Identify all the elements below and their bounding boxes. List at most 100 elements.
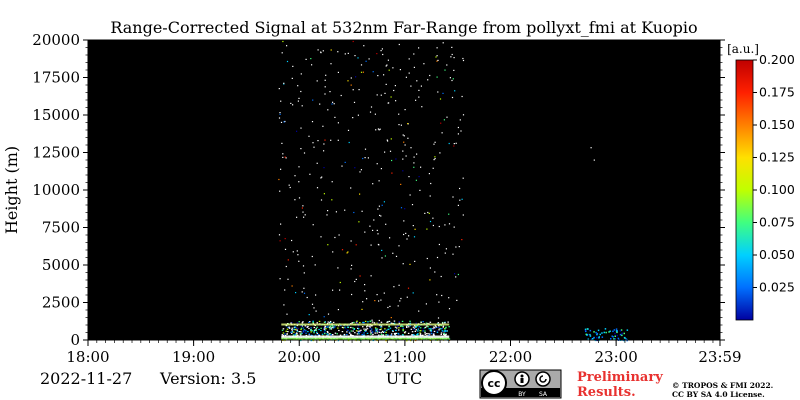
y-axis: 0 2500 5000 7500 10000 12500 15000 17500 20000 [32, 31, 725, 349]
noise-pixel [359, 193, 361, 195]
signal-pixel [393, 320, 396, 322]
signal-pixel [385, 334, 387, 336]
signal-pixel [592, 338, 594, 340]
signal-pixel [300, 331, 302, 333]
noise-pixel [448, 308, 451, 310]
signal-pixel [310, 334, 313, 336]
signal-pixel [420, 330, 422, 332]
signal-pixel [430, 329, 433, 332]
signal-pixel [342, 327, 345, 329]
noise-pixel [296, 250, 298, 252]
noise-pixel [441, 132, 443, 134]
noise-pixel [364, 148, 367, 150]
signal-pixel [291, 330, 294, 332]
noise-pixel [326, 214, 328, 216]
signal-pixel [442, 322, 444, 324]
noise-pixel [300, 127, 302, 129]
noise-pixel [457, 133, 459, 135]
signal-pixel [350, 326, 352, 329]
signal-pixel [339, 340, 341, 342]
signal-pixel [316, 326, 318, 328]
noise-pixel [402, 158, 404, 160]
noise-pixel [303, 152, 306, 154]
signal-pixel [425, 322, 428, 324]
noise-pixel [403, 233, 405, 236]
signal-pixel [332, 326, 335, 328]
signal-pixel [444, 331, 446, 333]
noise-pixel [350, 268, 352, 270]
signal-pixel [304, 329, 306, 331]
signal-pixel [601, 332, 603, 334]
noise-pixel [390, 96, 392, 98]
noise-pixel [398, 113, 400, 115]
signal-pixel [312, 322, 314, 324]
x-axis-label: UTC [386, 369, 422, 388]
signal-pixel [357, 330, 359, 332]
signal-pixel [376, 332, 378, 334]
signal-pixel [375, 329, 378, 331]
plot-area [87, 39, 721, 342]
signal-pixel [410, 328, 413, 330]
chart-title: Range-Corrected Signal at 532nm Far-Rang… [110, 18, 697, 37]
signal-pixel [378, 330, 380, 333]
noise-pixel [364, 157, 366, 159]
noise-pixel [400, 207, 403, 209]
signal-pixel [373, 322, 376, 324]
noise-pixel [360, 169, 362, 171]
noise-pixel [330, 139, 332, 141]
signal-pixel [431, 328, 433, 330]
noise-pixel [298, 97, 300, 99]
noise-pixel [353, 101, 356, 103]
noise-pixel [438, 301, 440, 303]
noise-pixel [407, 123, 409, 125]
signal-pixel [623, 332, 625, 335]
signal-pixel [301, 325, 303, 327]
noise-pixel [414, 228, 416, 230]
signal-pixel [337, 325, 340, 327]
noise-pixel [462, 114, 465, 116]
signal-pixel [430, 329, 432, 331]
noise-pixel [324, 79, 326, 81]
noise-pixel [302, 205, 304, 207]
signal-pixel [296, 334, 299, 336]
noise-pixel [395, 100, 397, 102]
noise-pixel [429, 195, 431, 197]
signal-pixel [593, 331, 595, 333]
signal-pixel [444, 322, 446, 324]
noise-pixel [457, 273, 459, 276]
colorbar-tick-label: 0.050 [759, 247, 795, 262]
signal-pixel [324, 329, 326, 331]
signal-pixel [444, 329, 446, 331]
signal-pixel [443, 333, 446, 335]
noise-pixel [424, 212, 426, 214]
noise-pixel [281, 142, 283, 144]
noise-pixel [311, 303, 314, 305]
signal-pixel [616, 334, 618, 337]
noise-pixel [323, 193, 325, 195]
signal-pixel [433, 327, 436, 329]
noise-pixel [347, 251, 349, 253]
signal-pixel [359, 330, 361, 332]
signal-pixel [440, 325, 442, 327]
noise-pixel [355, 278, 357, 280]
signal-pixel [390, 322, 393, 324]
signal-pixel [587, 338, 589, 340]
signal-pixel [352, 330, 354, 332]
signal-pixel [417, 328, 419, 330]
signal-pixel [324, 325, 326, 327]
noise-pixel [389, 237, 391, 239]
signal-pixel [365, 328, 367, 330]
signal-pixel [325, 326, 328, 328]
noise-pixel [389, 305, 391, 307]
noise-pixel [428, 212, 430, 214]
noise-pixel [404, 208, 406, 210]
signal-pixel [306, 326, 308, 328]
noise-pixel [283, 304, 285, 306]
noise-pixel [370, 106, 373, 108]
signal-pixel [301, 332, 303, 334]
noise-pixel [316, 187, 319, 189]
noise-pixel [376, 229, 378, 231]
noise-pixel [369, 111, 372, 113]
noise-pixel [457, 126, 459, 129]
signal-pixel [302, 329, 305, 331]
